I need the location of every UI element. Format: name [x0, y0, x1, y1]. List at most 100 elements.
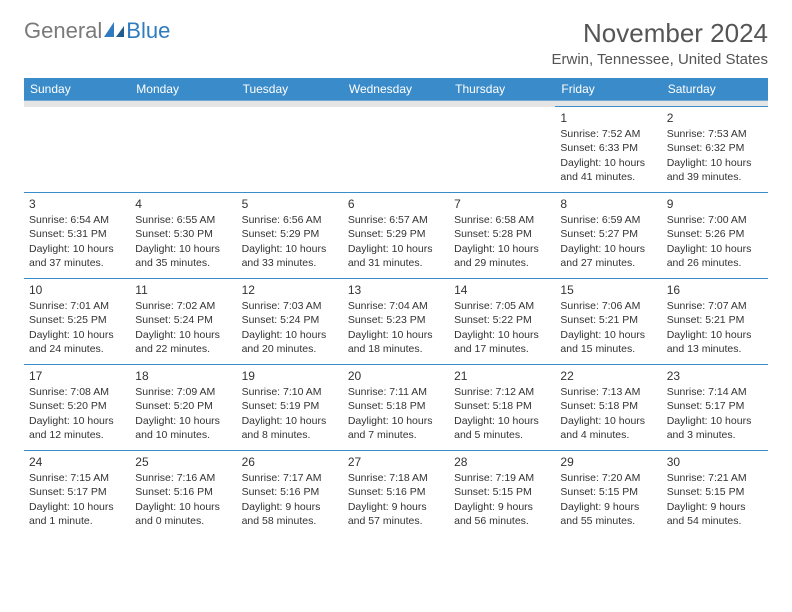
- day-number: 20: [348, 368, 444, 384]
- day-number: 27: [348, 454, 444, 470]
- month-title: November 2024: [551, 18, 768, 49]
- daylight-text: Daylight: 10 hours and 17 minutes.: [454, 328, 550, 356]
- sunset-text: Sunset: 5:15 PM: [560, 485, 656, 499]
- sunrise-text: Sunrise: 7:19 AM: [454, 471, 550, 485]
- sunset-text: Sunset: 5:29 PM: [348, 227, 444, 241]
- day-header: Wednesday: [343, 78, 449, 101]
- sunset-text: Sunset: 5:29 PM: [242, 227, 338, 241]
- day-number: 14: [454, 282, 550, 298]
- logo-sail-icon: [104, 18, 126, 44]
- daylight-text: Daylight: 10 hours and 0 minutes.: [135, 500, 231, 528]
- sunset-text: Sunset: 5:18 PM: [348, 399, 444, 413]
- daylight-text: Daylight: 10 hours and 37 minutes.: [29, 242, 125, 270]
- calendar-page: General Blue November 2024 Erwin, Tennes…: [0, 0, 792, 547]
- sunset-text: Sunset: 6:32 PM: [667, 141, 763, 155]
- calendar-head: SundayMondayTuesdayWednesdayThursdayFrid…: [24, 78, 768, 101]
- day-cell: 4Sunrise: 6:55 AMSunset: 5:30 PMDaylight…: [130, 193, 236, 279]
- sunset-text: Sunset: 5:22 PM: [454, 313, 550, 327]
- sunrise-text: Sunrise: 7:18 AM: [348, 471, 444, 485]
- sunset-text: Sunset: 5:18 PM: [560, 399, 656, 413]
- daylight-text: Daylight: 10 hours and 27 minutes.: [560, 242, 656, 270]
- sunset-text: Sunset: 5:19 PM: [242, 399, 338, 413]
- sunset-text: Sunset: 5:16 PM: [242, 485, 338, 499]
- sunrise-text: Sunrise: 7:53 AM: [667, 127, 763, 141]
- sunrise-text: Sunrise: 7:15 AM: [29, 471, 125, 485]
- daylight-text: Daylight: 10 hours and 20 minutes.: [242, 328, 338, 356]
- sunrise-text: Sunrise: 7:01 AM: [29, 299, 125, 313]
- sunset-text: Sunset: 5:24 PM: [242, 313, 338, 327]
- sunrise-text: Sunrise: 6:55 AM: [135, 213, 231, 227]
- day-cell: 10Sunrise: 7:01 AMSunset: 5:25 PMDayligh…: [24, 279, 130, 365]
- sunset-text: Sunset: 5:31 PM: [29, 227, 125, 241]
- day-header: Monday: [130, 78, 236, 101]
- day-number: 29: [560, 454, 656, 470]
- day-number: 21: [454, 368, 550, 384]
- daylight-text: Daylight: 10 hours and 39 minutes.: [667, 156, 763, 184]
- day-cell: 11Sunrise: 7:02 AMSunset: 5:24 PMDayligh…: [130, 279, 236, 365]
- day-cell: 7Sunrise: 6:58 AMSunset: 5:28 PMDaylight…: [449, 193, 555, 279]
- day-number: 1: [560, 110, 656, 126]
- sunrise-text: Sunrise: 7:12 AM: [454, 385, 550, 399]
- sunrise-text: Sunrise: 7:07 AM: [667, 299, 763, 313]
- sunrise-text: Sunrise: 6:59 AM: [560, 213, 656, 227]
- day-cell: 26Sunrise: 7:17 AMSunset: 5:16 PMDayligh…: [237, 451, 343, 537]
- daylight-text: Daylight: 10 hours and 31 minutes.: [348, 242, 444, 270]
- sunrise-text: Sunrise: 7:16 AM: [135, 471, 231, 485]
- daylight-text: Daylight: 10 hours and 41 minutes.: [560, 156, 656, 184]
- logo: General Blue: [24, 18, 170, 44]
- day-cell: [343, 107, 449, 193]
- day-number: 3: [29, 196, 125, 212]
- day-number: 12: [242, 282, 338, 298]
- day-cell: 3Sunrise: 6:54 AMSunset: 5:31 PMDaylight…: [24, 193, 130, 279]
- logo-text-a: General: [24, 18, 102, 44]
- day-cell: 29Sunrise: 7:20 AMSunset: 5:15 PMDayligh…: [555, 451, 661, 537]
- week-row: 10Sunrise: 7:01 AMSunset: 5:25 PMDayligh…: [24, 279, 768, 365]
- daylight-text: Daylight: 9 hours and 54 minutes.: [667, 500, 763, 528]
- sunrise-text: Sunrise: 7:06 AM: [560, 299, 656, 313]
- week-row: 17Sunrise: 7:08 AMSunset: 5:20 PMDayligh…: [24, 365, 768, 451]
- sunset-text: Sunset: 5:26 PM: [667, 227, 763, 241]
- daylight-text: Daylight: 9 hours and 56 minutes.: [454, 500, 550, 528]
- sunrise-text: Sunrise: 6:56 AM: [242, 213, 338, 227]
- day-number: 23: [667, 368, 763, 384]
- daylight-text: Daylight: 10 hours and 22 minutes.: [135, 328, 231, 356]
- day-number: 11: [135, 282, 231, 298]
- day-number: 22: [560, 368, 656, 384]
- day-cell: 28Sunrise: 7:19 AMSunset: 5:15 PMDayligh…: [449, 451, 555, 537]
- location-text: Erwin, Tennessee, United States: [551, 51, 768, 68]
- week-row: 24Sunrise: 7:15 AMSunset: 5:17 PM Dayligh…: [24, 451, 768, 537]
- daylight-text: Daylight: 10 hours and 12 minutes.: [29, 414, 125, 442]
- sunset-text: Sunset: 5:17 PM: [29, 485, 125, 499]
- sunset-text: Sunset: 5:23 PM: [348, 313, 444, 327]
- day-number: 18: [135, 368, 231, 384]
- sunset-text: Sunset: 5:27 PM: [560, 227, 656, 241]
- sunrise-text: Sunrise: 7:09 AM: [135, 385, 231, 399]
- day-number: 19: [242, 368, 338, 384]
- sunrise-text: Sunrise: 6:54 AM: [29, 213, 125, 227]
- day-cell: 30Sunrise: 7:21 AMSunset: 5:15 PMDayligh…: [662, 451, 768, 537]
- day-number: 17: [29, 368, 125, 384]
- day-cell: 18Sunrise: 7:09 AMSunset: 5:20 PMDayligh…: [130, 365, 236, 451]
- daylight-text: Daylight: 9 hours and 57 minutes.: [348, 500, 444, 528]
- sunrise-text: Sunrise: 7:04 AM: [348, 299, 444, 313]
- day-cell: 5Sunrise: 6:56 AMSunset: 5:29 PMDaylight…: [237, 193, 343, 279]
- sunrise-text: Sunrise: 7:03 AM: [242, 299, 338, 313]
- day-header: Sunday: [24, 78, 130, 101]
- sunset-text: Sunset: 6:33 PM: [560, 141, 656, 155]
- day-cell: 20Sunrise: 7:11 AMSunset: 5:18 PMDayligh…: [343, 365, 449, 451]
- day-header: Friday: [555, 78, 661, 101]
- day-cell: 17Sunrise: 7:08 AMSunset: 5:20 PMDayligh…: [24, 365, 130, 451]
- sunrise-text: Sunrise: 7:05 AM: [454, 299, 550, 313]
- sunset-text: Sunset: 5:21 PM: [667, 313, 763, 327]
- daylight-text: Daylight: 10 hours and 5 minutes.: [454, 414, 550, 442]
- day-number: 4: [135, 196, 231, 212]
- day-cell: 6Sunrise: 6:57 AMSunset: 5:29 PMDaylight…: [343, 193, 449, 279]
- day-cell: [130, 107, 236, 193]
- sunset-text: Sunset: 5:15 PM: [667, 485, 763, 499]
- logo-text-b: Blue: [126, 18, 170, 44]
- sunrise-text: Sunrise: 7:20 AM: [560, 471, 656, 485]
- day-cell: 12Sunrise: 7:03 AMSunset: 5:24 PMDayligh…: [237, 279, 343, 365]
- day-number: 24: [29, 454, 125, 470]
- sunrise-text: Sunrise: 7:13 AM: [560, 385, 656, 399]
- daylight-text: Daylight: 10 hours and 15 minutes.: [560, 328, 656, 356]
